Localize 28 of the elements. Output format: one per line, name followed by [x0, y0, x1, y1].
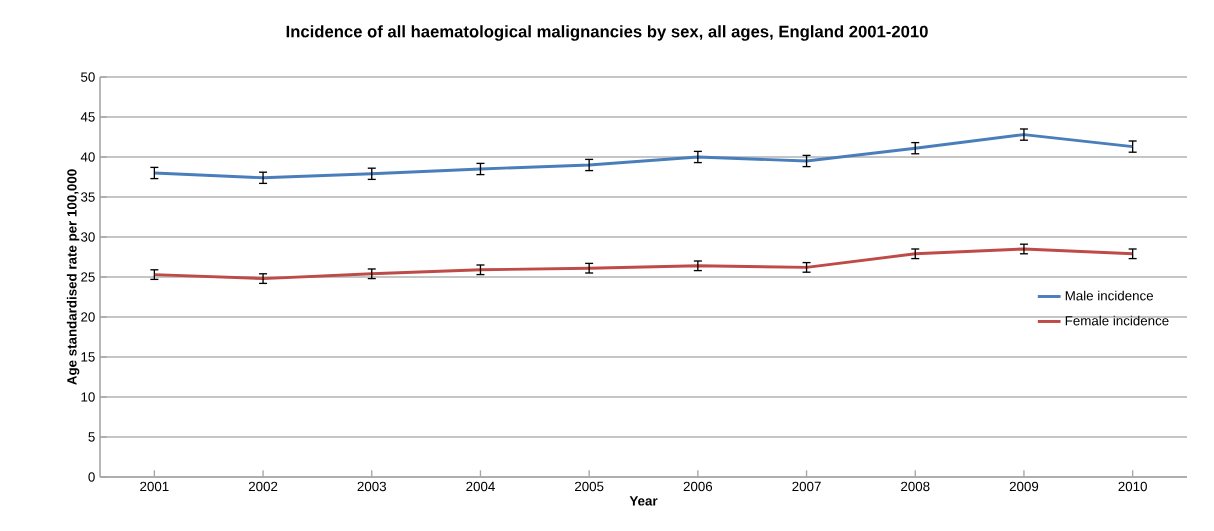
line-series	[152, 133, 1135, 180]
y-tick-label: 45	[80, 112, 95, 122]
x-tick-label: 2002	[248, 481, 278, 492]
y-tick-label: 20	[81, 312, 95, 322]
y-tick-label: 40	[80, 152, 95, 162]
legend-label: Male incidence	[1065, 290, 1154, 301]
y-tick-label: 10	[81, 392, 95, 402]
x-tick-label: 2005	[574, 481, 604, 492]
y-axis-title: Age standardised rate per 100,000	[66, 169, 80, 385]
x-tick-label: 2006	[683, 481, 713, 492]
y-tick-label: 0	[88, 472, 95, 482]
x-tick-label: 2004	[466, 481, 495, 492]
y-tick-label: 30	[80, 232, 95, 242]
legend-label: Female incidence	[1065, 315, 1169, 326]
chart-title: Incidence of all haematological malignancies by sex, all ages, England 2001-2010	[286, 25, 928, 41]
y-tick-label: 15	[81, 352, 95, 362]
x-tick-label: 2007	[792, 481, 821, 492]
x-tick-label: 2008	[901, 481, 930, 492]
y-tick-label: 35	[80, 192, 95, 202]
y-tick-label: 25	[81, 272, 95, 282]
x-tick-label: 2009	[1009, 481, 1039, 492]
x-tick-label: 2001	[140, 481, 169, 492]
x-axis-title: Year	[629, 496, 658, 506]
line-series	[152, 247, 1135, 281]
y-tick-label: 50	[81, 72, 95, 82]
x-tick-label: 2003	[357, 481, 387, 492]
x-tick-label: 2010	[1118, 481, 1147, 492]
y-tick-label: 5	[88, 432, 95, 442]
